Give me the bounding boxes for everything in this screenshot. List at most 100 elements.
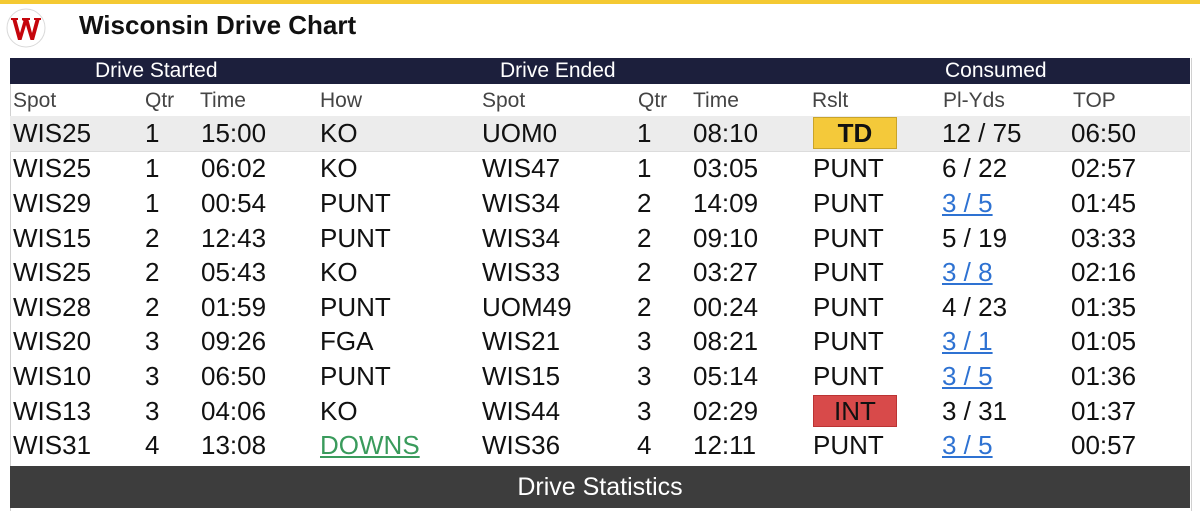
end-qtr-cell: 2 [637,187,652,218]
end-time-cell: 03:27 [693,257,759,288]
drive-row: WIS13 3 04:06 KO WIS44 3 02:29 INT 3 / 31 01:37 [10,394,1190,429]
col-header-time-of-possession: TOP [1073,89,1116,112]
col-header-start-spot: Spot [13,89,57,112]
end-qtr-cell: 3 [637,326,652,357]
col-header-start-time: Time [200,89,246,112]
start-qtr-cell: 2 [145,291,160,322]
end-qtr-cell: 2 [637,257,652,288]
start-time-cell: 05:43 [201,257,267,288]
start-spot-cell: WIS13 [13,395,92,426]
col-header-end-spot: Spot [482,89,526,112]
plays-yards-link[interactable]: 3 / 5 [942,360,993,391]
drive-row: WIS20 3 09:26 FGA WIS21 3 08:21 PUNT 3 / 1 01:05 [10,325,1190,360]
how-cell: KO [317,116,478,152]
end-spot-cell: WIS21 [482,326,561,357]
start-time-cell: 15:00 [197,116,317,152]
plays-yards-link[interactable]: 3 / 5 [942,187,993,218]
plays-yards-link[interactable]: 3 / 1 [942,326,993,357]
start-time-cell: 04:06 [201,395,267,426]
how-cell: PUNT [320,291,391,322]
drive-statistics-bar[interactable]: Drive Statistics [10,466,1190,508]
how-cell: DOWNS [317,428,478,463]
col-header-end-time: Time [693,89,739,112]
time-of-possession-cell: 01:36 [1071,360,1137,391]
plays-yards-cell: 3 / 31 [942,395,1008,426]
end-qtr-cell: 4 [637,430,652,461]
end-time-cell: 02:29 [693,395,759,426]
plays-yards-link[interactable]: 3 / 5 [942,430,993,461]
how-cell: KO [320,257,358,288]
plays-yards-cell: 12 / 75 [940,116,1069,152]
start-qtr-cell: 1 [141,116,197,152]
start-spot-cell: WIS29 [13,187,92,218]
time-of-possession-cell: 03:33 [1071,222,1137,253]
drive-chart-panel [10,58,1192,511]
time-of-possession-cell: 02:57 [1071,153,1137,184]
start-time-cell: 12:43 [201,222,267,253]
end-spot-cell: WIS34 [482,187,561,218]
downs-link[interactable]: DOWNS [320,430,420,461]
how-cell: KO [320,395,358,426]
result-cell: PUNT [813,291,884,322]
result-cell: PUNT [813,222,884,253]
start-time-cell: 06:50 [201,360,267,391]
page-title: Wisconsin Drive Chart [79,10,357,40]
time-of-possession-cell: 02:16 [1071,257,1137,288]
end-time-cell: 05:14 [693,360,759,391]
start-spot-cell: WIS20 [13,326,92,357]
how-cell: PUNT [320,222,391,253]
how-cell: PUNT [320,187,391,218]
plays-yards-link[interactable]: 3 / 8 [942,257,993,288]
start-spot-cell: WIS10 [13,360,92,391]
start-spot-cell: WIS25 [13,257,92,288]
end-spot-cell: WIS44 [482,395,561,426]
time-of-possession-cell: 01:37 [1071,395,1137,426]
plays-yards-cell: 3 / 1 [940,325,1069,360]
drive-row: WIS29 1 00:54 PUNT WIS34 2 14:09 PUNT 3 / 5 01:45 [10,186,1190,221]
end-qtr-cell: 3 [637,360,652,391]
result-cell: TD [808,116,940,152]
end-qtr-cell: 2 [637,222,652,253]
start-time-cell: 01:59 [201,291,267,322]
start-qtr-cell: 3 [145,326,160,357]
end-spot-cell: WIS34 [482,222,561,253]
plays-yards-cell: 3 / 5 [940,186,1069,221]
group-drive-started: Drive Started [95,59,218,82]
end-spot-cell: UOM49 [482,291,572,322]
col-header-end-qtr: Qtr [638,89,668,112]
time-of-possession-cell: 01:35 [1071,291,1137,322]
end-time-cell: 08:10 [690,116,808,152]
drive-row: WIS25 2 05:43 KO WIS33 2 03:27 PUNT 3 / 8 02:16 [10,255,1190,290]
col-header-how: How [320,89,363,112]
col-header-plays-yards: Pl-Yds [943,89,1005,112]
end-spot-cell: UOM0 [478,116,635,152]
plays-yards-cell: 6 / 22 [942,153,1008,184]
wisconsin-w-logo-icon [6,8,46,48]
result-cell: PUNT [813,360,884,391]
interception-badge: INT [813,395,897,428]
time-of-possession-cell: 01:45 [1071,187,1137,218]
group-consumed: Consumed [945,59,1047,82]
plays-yards-cell: 3 / 8 [940,255,1069,290]
how-cell: PUNT [320,360,391,391]
start-time-cell: 00:54 [201,187,267,218]
end-qtr-cell: 1 [637,153,652,184]
end-qtr-cell: 1 [635,116,690,152]
group-header-bar: Drive Started Drive Ended Consumed [10,58,1190,84]
end-time-cell: 08:21 [693,326,759,357]
col-header-result: Rslt [812,89,849,112]
col-header-start-qtr: Qtr [145,89,175,112]
end-spot-cell: WIS33 [482,257,561,288]
drive-row: WIS28 2 01:59 PUNT UOM49 2 00:24 PUNT 4 / 23 01:3… [10,290,1190,325]
result-cell: INT [808,394,940,429]
start-time-cell: 13:08 [201,430,267,461]
end-spot-cell: WIS15 [482,360,561,391]
plays-yards-cell: 5 / 19 [942,222,1008,253]
end-time-cell: 14:09 [693,187,759,218]
time-of-possession-cell: 01:05 [1071,326,1137,357]
time-of-possession-cell: 06:50 [1069,116,1190,152]
drive-row: WIS10 3 06:50 PUNT WIS15 3 05:14 PUNT 3 / 5 01:36 [10,359,1190,394]
start-qtr-cell: 4 [145,430,160,461]
group-drive-ended: Drive Ended [500,59,616,82]
start-time-cell: 06:02 [201,153,267,184]
